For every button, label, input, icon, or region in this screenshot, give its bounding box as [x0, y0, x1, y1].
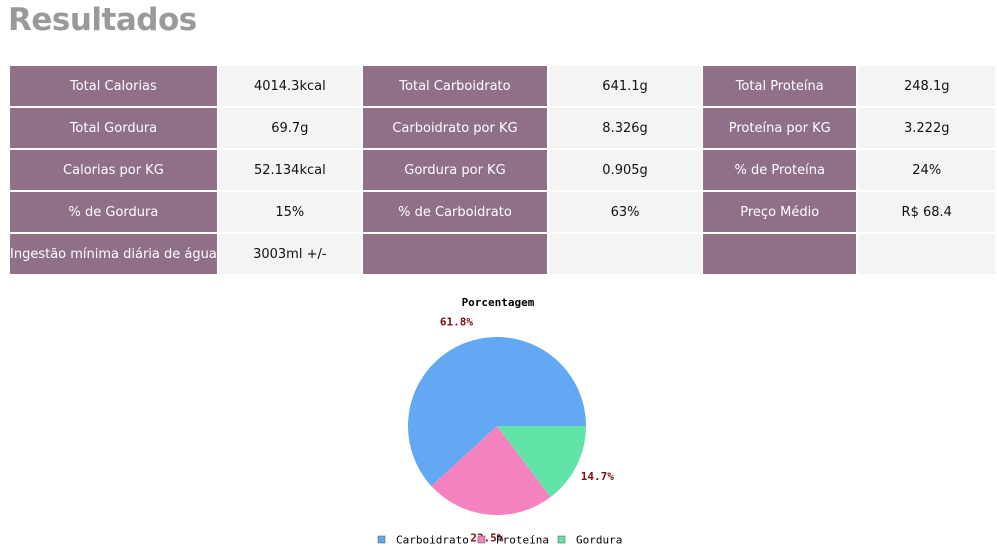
metric-value: 0.905g — [549, 150, 701, 190]
metric-value: 15% — [218, 192, 361, 232]
metric-label — [362, 234, 548, 274]
results-row: Total Calorias 4014.3kcal Total Carboidrat… — [10, 66, 995, 106]
metric-value: 24% — [858, 150, 995, 190]
legend-swatch — [557, 535, 566, 544]
metric-label: Ingestão mínima diária de água — [10, 234, 217, 274]
metric-label: Carboidrato por KG — [362, 108, 548, 148]
metric-label: Total Gordura — [10, 108, 217, 148]
metric-value — [858, 234, 995, 274]
metric-value: 3.222g — [858, 108, 995, 148]
metric-label: Total Calorias — [10, 66, 217, 106]
metric-label — [702, 234, 857, 274]
metric-value: 8.326g — [549, 108, 701, 148]
metric-label: % de Carboidrato — [362, 192, 548, 232]
metric-value: 63% — [549, 192, 701, 232]
results-row: % de Gordura 15%% de Carboidrato 63% Preço … — [10, 192, 995, 232]
metric-label: Proteína por KG — [702, 108, 857, 148]
metric-value: 52.134kcal — [218, 150, 361, 190]
results-table: Total Calorias 4014.3kcal Total Carboidrat… — [8, 64, 997, 276]
pie-slice — [431, 426, 551, 515]
metric-label: % de Proteína — [702, 150, 857, 190]
legend-label: Proteína — [496, 534, 549, 547]
legend-label: Carboidrato — [396, 534, 469, 547]
metric-value: 4014.3kcal — [218, 66, 361, 106]
results-row: Calorias por KG 52.134kcal Gordura por KG 0… — [10, 150, 995, 190]
metric-label: Total Carboidrato — [362, 66, 548, 106]
page-title: Resultados — [8, 2, 197, 38]
metric-value: 3003ml +/- — [218, 234, 361, 274]
metric-label: Preço Médio — [702, 192, 857, 232]
legend-swatch — [477, 535, 486, 544]
metric-value: 641.1g — [549, 66, 701, 106]
metric-value: 248.1g — [858, 66, 995, 106]
results-row: Total Gordura 69.7g Carboidrato por KG 8.32… — [10, 108, 995, 148]
macro-pie-chart: Porcentagem 61.8%23.5%14.7% Carboidrato P… — [377, 296, 622, 547]
pie-slice — [497, 426, 586, 497]
pie-slice — [408, 336, 586, 487]
metric-value — [549, 234, 701, 274]
metric-value: 69.7g — [218, 108, 361, 148]
metric-label: Calorias por KG — [10, 150, 217, 190]
legend-label: Gordura — [576, 534, 622, 547]
metric-value: R$ 68.4 — [858, 192, 995, 232]
pie-data-label: 14.7% — [581, 470, 614, 483]
metric-label: Total Proteína — [702, 66, 857, 106]
legend-swatch — [377, 535, 386, 544]
pie-data-label: 61.8% — [440, 316, 473, 329]
metric-label: % de Gordura — [10, 192, 217, 232]
chart-title: Porcentagem — [462, 296, 535, 309]
metric-label: Gordura por KG — [362, 150, 548, 190]
results-row: Ingestão mínima diária de água 3003ml +/- — [10, 234, 995, 274]
